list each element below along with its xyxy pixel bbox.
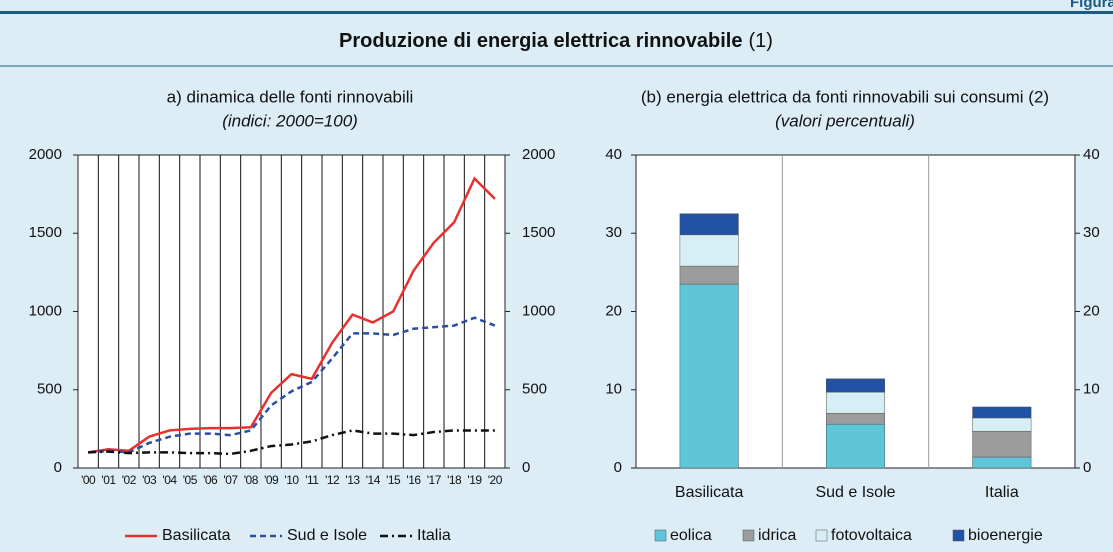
x-tick-label: '17 — [427, 473, 442, 487]
x-tick-label: '16 — [406, 473, 421, 487]
top-rule — [0, 11, 1113, 14]
x-tick-label: '18 — [447, 473, 462, 487]
y-tick-label-right: 2000 — [522, 146, 555, 163]
x-tick-label: '03 — [142, 473, 157, 487]
figure-title: Produzione di energia elettrica rinnovab… — [339, 30, 773, 52]
x-tick-label: '11 — [305, 473, 319, 487]
chart-title: a) dinamica delle fonti rinnovabili — [167, 87, 414, 106]
x-tick-label: '10 — [284, 473, 299, 487]
x-tick-label: '07 — [223, 473, 238, 487]
bar-segment — [679, 234, 739, 267]
bar-segment — [825, 391, 886, 414]
y-tick-label-right: 40 — [1083, 146, 1100, 163]
legend-label: fotovoltaica — [831, 527, 912, 544]
x-tick-label: '12 — [325, 473, 340, 487]
y-tick-label: 40 — [605, 146, 622, 163]
bar-segment — [972, 417, 1032, 432]
legend-label: eolica — [670, 527, 712, 544]
x-tick-label: '19 — [467, 473, 482, 487]
x-tick-label: Sud e Isole — [815, 484, 895, 501]
bar-segment — [825, 412, 886, 425]
y-tick-label: 1000 — [29, 302, 62, 319]
legend-label: Basilicata — [162, 527, 231, 544]
y-tick-label: 0 — [614, 459, 622, 476]
series-line — [87, 176, 496, 454]
bar-segment — [825, 423, 886, 469]
legend-label: idrica — [758, 527, 796, 544]
y-tick-label-right: 1000 — [522, 302, 555, 319]
bar-segment — [679, 213, 739, 236]
series-line — [88, 429, 495, 456]
y-tick-label: 0 — [54, 459, 62, 476]
y-tick-label-right: 20 — [1083, 302, 1100, 319]
bar-segment — [972, 406, 1032, 419]
chart-subtitle: (valori percentuali) — [775, 111, 915, 130]
figure-label: Figura 6. — [1070, 0, 1113, 11]
y-tick-label-right: 0 — [522, 459, 530, 476]
title-main: Produzione di energia elettrica rinnovab… — [339, 30, 742, 52]
y-tick-label: 20 — [605, 302, 622, 319]
x-tick-label: '20 — [488, 473, 503, 487]
y-tick-label: 1500 — [29, 224, 62, 241]
x-tick-label: Italia — [985, 484, 1019, 501]
x-tick-label: '06 — [203, 473, 218, 487]
legend-swatch — [742, 529, 755, 542]
legend-label: Sud e Isole — [287, 527, 367, 544]
chart-title: (b) energia elettrica da fonti rinnovabi… — [641, 87, 1049, 106]
y-tick-label-right: 30 — [1083, 224, 1100, 241]
x-tick-label: '13 — [345, 473, 360, 487]
x-tick-label: '01 — [101, 473, 116, 487]
x-tick-label: '14 — [366, 473, 381, 487]
y-tick-label-right: 10 — [1083, 381, 1100, 398]
y-tick-label: 10 — [605, 381, 622, 398]
x-tick-label: '00 — [81, 473, 96, 487]
x-tick-label: '08 — [244, 473, 259, 487]
legend-label: Italia — [417, 527, 451, 544]
x-tick-label: '05 — [183, 473, 198, 487]
x-tick-label: '04 — [162, 473, 177, 487]
bar-segment — [972, 430, 1032, 458]
x-tick-label: Basilicata — [675, 484, 744, 501]
y-tick-label-right: 500 — [522, 381, 547, 398]
chart-subtitle: (indici: 2000=100) — [222, 111, 358, 130]
x-tick-label: '09 — [264, 473, 279, 487]
series-line — [88, 316, 496, 454]
x-tick-label: '15 — [386, 473, 401, 487]
bar-segment — [679, 265, 739, 285]
legend-label: bioenergie — [968, 527, 1043, 544]
bar-segment — [679, 283, 739, 469]
plot-area — [77, 154, 506, 469]
y-tick-label-right: 1500 — [522, 224, 555, 241]
bar-segment — [972, 456, 1032, 469]
legend-swatch — [654, 529, 667, 542]
x-tick-label: '02 — [122, 473, 137, 487]
legend-swatch — [815, 529, 828, 542]
legend-swatch — [952, 529, 965, 542]
bar-segment — [825, 378, 886, 393]
y-tick-label: 2000 — [29, 146, 62, 163]
y-tick-label: 30 — [605, 224, 622, 241]
y-tick-label-right: 0 — [1083, 459, 1091, 476]
title-note: (1) — [748, 30, 772, 52]
y-tick-label: 500 — [37, 381, 62, 398]
